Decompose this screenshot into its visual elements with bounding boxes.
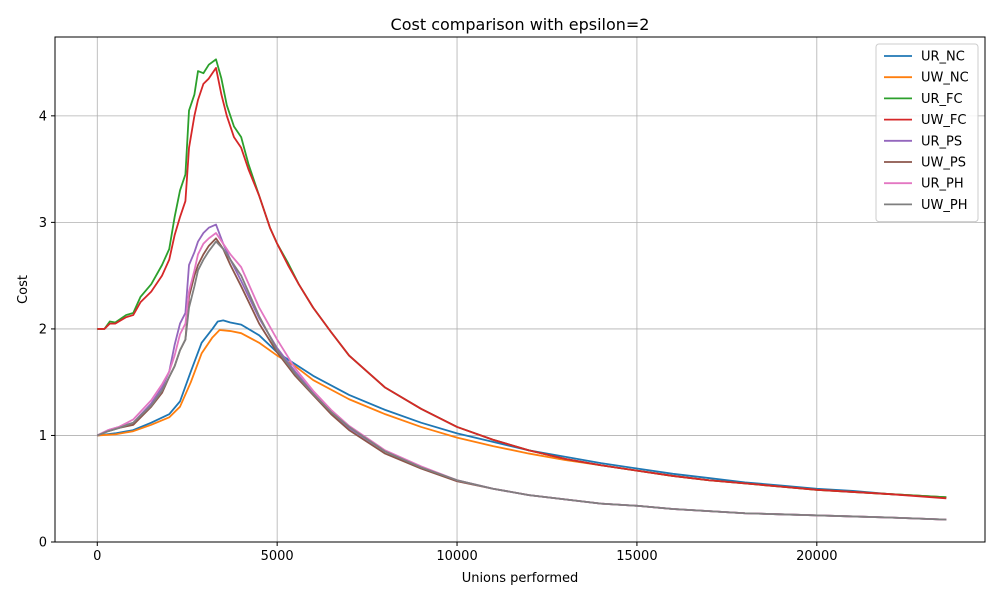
chart-title: Cost comparison with epsilon=2 (391, 15, 650, 34)
legend-label: UW_NC (921, 71, 969, 86)
series-lines (96, 58, 947, 521)
y-tick-label: 1 (39, 429, 47, 444)
plot-frame (54, 36, 986, 543)
legend-label: UW_FC (921, 113, 966, 128)
series-line-uw-fc (97, 67, 947, 500)
x-tick-label: 20000 (796, 549, 837, 564)
axis-ticks: 0 5000 10000 15000 20000 0 1 2 3 4 (39, 109, 838, 564)
x-tick-label: 0 (93, 549, 101, 564)
y-tick-label: 0 (39, 536, 47, 551)
y-tick-label: 2 (39, 322, 47, 337)
series-line-uw-ph (96, 240, 947, 521)
legend-label: UR_FC (921, 92, 963, 107)
legend-label: UR_PS (921, 134, 962, 149)
legend: UR_NC UW_NC UR_FC UW_FC UR_PS UW_PS UR_PH UW_PH (875, 43, 979, 223)
legend-box (875, 43, 979, 223)
legend-label: UW_PS (921, 156, 966, 171)
y-tick-label: 4 (39, 109, 47, 124)
x-axis-label: Unions performed (462, 571, 579, 586)
legend-label: UR_PH (921, 177, 964, 192)
y-tick-label: 3 (39, 216, 47, 231)
series-line-ur-nc (97, 319, 947, 499)
y-axis-label: Cost (16, 275, 31, 304)
legend-label: UR_NC (921, 50, 965, 65)
x-tick-label: 10000 (436, 549, 477, 564)
x-tick-label: 5000 (261, 549, 294, 564)
legend-label: UW_PH (921, 198, 967, 213)
x-tick-label: 15000 (616, 549, 657, 564)
